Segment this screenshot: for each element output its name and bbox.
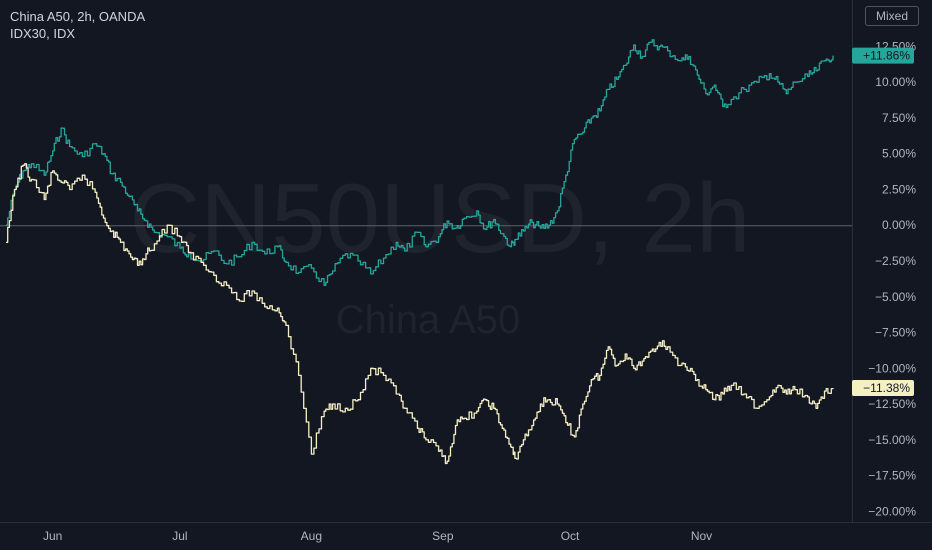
x-tick-label: Jun: [43, 529, 62, 543]
y-tick-label: −2.50%: [875, 254, 916, 268]
idx30-last-value-label: +11.86%: [852, 47, 914, 64]
y-tick-label: −12.50%: [868, 397, 916, 411]
y-tick-label: −7.50%: [875, 326, 916, 340]
x-tick-label: Nov: [691, 529, 712, 543]
idx30-series-line[interactable]: [6, 39, 834, 286]
watermark-symbol: CN50USD, 2h: [130, 163, 751, 273]
y-tick-label: 5.00%: [882, 147, 916, 161]
last-value-box: [852, 47, 914, 64]
time-axis[interactable]: Jun Jul Aug Sep Oct Nov: [43, 529, 712, 543]
scale-mode-button[interactable]: Mixed: [865, 6, 919, 26]
y-tick-label: −20.00%: [868, 504, 916, 518]
x-tick-label: Aug: [301, 529, 322, 543]
y-tick-label: 7.50%: [882, 111, 916, 125]
last-value-text: −11.38%: [863, 381, 910, 395]
price-axis[interactable]: 15.00%12.50%10.00%7.50%5.00%2.50%0.00%−2…: [868, 4, 916, 519]
x-tick-label: Oct: [561, 529, 580, 543]
y-tick-label: 0.00%: [882, 218, 916, 232]
x-tick-label: Sep: [432, 529, 454, 543]
last-value-labels: +11.86% −11.38%: [852, 47, 914, 396]
china-a50-series-line[interactable]: [6, 163, 834, 465]
y-tick-label: 10.00%: [875, 75, 916, 89]
y-tick-label: −10.00%: [868, 361, 916, 375]
legend-compare-symbol[interactable]: IDX30, IDX: [10, 26, 76, 41]
china-a50-last-value-label: −11.38%: [852, 379, 914, 396]
y-tick-label: −17.50%: [868, 469, 916, 483]
chart-legend: China A50, 2h, OANDA IDX30, IDX: [10, 8, 145, 42]
legend-main-symbol[interactable]: China A50, 2h, OANDA: [10, 9, 146, 24]
y-tick-label: −5.00%: [875, 290, 916, 304]
y-tick-label: −15.00%: [868, 433, 916, 447]
x-tick-label: Jul: [172, 529, 187, 543]
last-value-text: +11.86%: [863, 49, 910, 63]
watermark-description: China A50: [336, 298, 521, 342]
y-tick-label: 2.50%: [882, 182, 916, 196]
series-layer: [6, 39, 834, 465]
last-value-box: [852, 379, 914, 396]
